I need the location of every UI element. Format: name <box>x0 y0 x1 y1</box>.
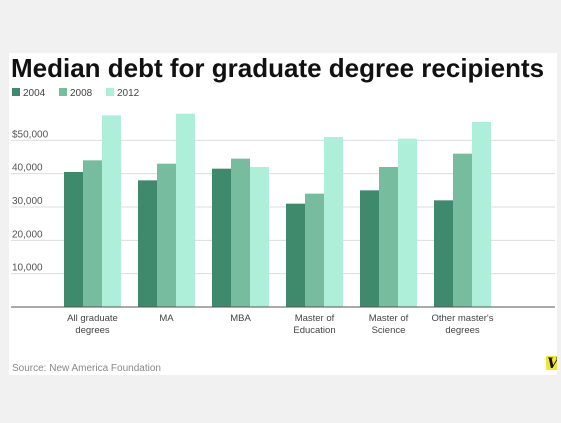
bar-2004-2 <box>212 168 231 307</box>
x-category-label-1: MA <box>159 313 174 324</box>
x-category-label-3: Master of Education <box>293 313 335 336</box>
x-axis-categories: All graduate degrees MA MBA Master of Educati… <box>67 313 494 336</box>
bar-2012-4 <box>398 138 417 307</box>
bar-2012-3 <box>324 137 343 307</box>
legend-swatch-2004 <box>12 88 20 96</box>
y-tick-label-50000: $50,000 <box>12 129 49 140</box>
x-category-label-2: MBA <box>230 313 251 324</box>
bar-2008-4 <box>379 167 398 307</box>
bar-2004-5 <box>434 200 453 307</box>
bar-2004-3 <box>286 203 305 307</box>
bar-2004-4 <box>360 190 379 307</box>
vox-logo: V <box>546 356 557 372</box>
x-category-label-5: Other master's degrees <box>432 313 494 336</box>
bar-2012-5 <box>472 122 491 307</box>
x-category-label-4: Master of Science <box>369 313 409 336</box>
bar-2008-1 <box>157 163 176 307</box>
x-category-label-0: All graduate degrees <box>67 313 118 336</box>
bar-2012-2 <box>250 167 269 307</box>
legend-swatch-2008 <box>59 88 67 96</box>
bar-2004-0 <box>64 172 83 307</box>
y-tick-label-40000: 40,000 <box>12 163 43 174</box>
y-tick-label-20000: 20,000 <box>12 229 43 240</box>
bar-2008-5 <box>453 153 472 307</box>
vox-logo-letter: V <box>547 356 557 372</box>
bar-2012-0 <box>102 115 121 307</box>
source-note: Source: New America Foundation <box>12 363 161 374</box>
bar-2004-1 <box>138 180 157 307</box>
chart-card: Median debt for graduate degree recipien… <box>9 53 557 375</box>
legend-label-2004: 2004 <box>23 88 46 99</box>
chart-title: Median debt for graduate degree recipien… <box>11 53 544 83</box>
bar-chart: Median debt for graduate degree recipien… <box>11 53 557 374</box>
y-axis-ticks: 10,000 20,000 30,000 40,000 $50,000 <box>12 129 49 273</box>
bar-2008-3 <box>305 193 324 307</box>
legend-swatch-2012 <box>106 88 114 96</box>
legend-label-2008: 2008 <box>70 88 93 99</box>
legend-label-2012: 2012 <box>117 88 140 99</box>
bar-2008-0 <box>83 160 102 307</box>
bar-2012-1 <box>176 113 195 307</box>
bars <box>64 113 491 307</box>
bar-2008-2 <box>231 158 250 307</box>
y-tick-label-30000: 30,000 <box>12 196 43 207</box>
legend: 2004 2008 2012 <box>12 88 140 99</box>
y-tick-label-10000: 10,000 <box>12 263 43 274</box>
